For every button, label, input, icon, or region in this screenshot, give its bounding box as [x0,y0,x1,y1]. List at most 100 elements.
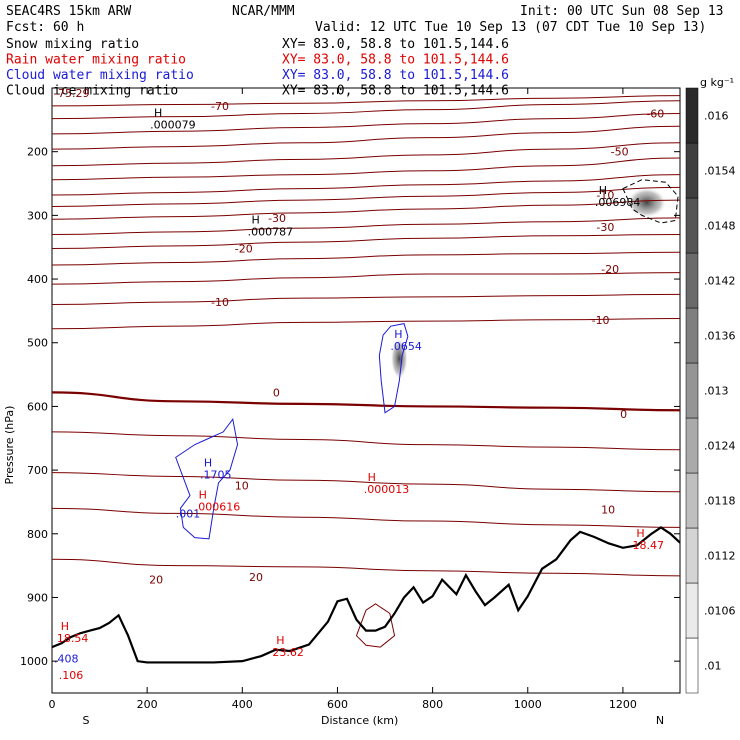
temperature-contour [51,233,681,249]
colorbar-label: .01 [704,660,722,673]
cloud-water-contour [175,417,239,540]
maximum-value: .1705 [200,469,232,482]
maximum-value: .000079 [150,118,196,131]
maximum-marker: H [394,328,402,341]
contour-label: -70 [211,100,229,113]
maximum-marker: H [204,457,212,470]
y-tick-label: 700 [27,464,48,477]
temperature-contour [51,174,681,196]
contour-label: 10 [235,479,249,492]
colorbar-swatch [685,472,699,529]
temperature-contour [51,199,681,220]
colorbar-swatch [685,417,699,474]
temperature-contour [51,272,681,285]
temperature-contour [51,558,681,577]
y-axis-label: Pressure (hPa) [3,406,16,485]
colorbar-label: .0118 [704,495,736,508]
maximum-value: 18.54 [57,632,89,645]
temperature-contour [51,472,681,493]
y-tick-label: 300 [27,209,48,222]
contour-label: -20 [601,263,619,276]
legend-xy: XY= 83.0, 58.8 to 101.5,144.6 [282,53,509,68]
colorbar-label: .0136 [704,330,736,343]
org-title: NCAR/MMM [232,4,295,19]
colorbar-swatch [685,527,699,584]
colorbar-swatch [685,637,699,694]
y-tick-label: 1000 [20,655,48,668]
temperature-contour [51,251,681,266]
colorbar-swatch [685,252,699,309]
y-tick-label: 200 [27,146,48,159]
temperature-contour [51,217,681,235]
maximum-marker: H [636,527,644,540]
rain-water-contour [355,603,396,648]
temperature-contour [51,125,681,150]
maxima-labels: H.000079H.000787H.006984H.0654H.1705H.00… [57,106,664,658]
colorbar-label: .013 [704,385,729,398]
temperature-contour [51,431,681,451]
x-tick-label: 0 [49,698,56,711]
maximum-value: .000013 [364,483,410,496]
x-tick-label: 800 [422,698,443,711]
contour-label: 0 [620,408,627,421]
contour-label: -30 [596,221,614,234]
contour-label: 10 [601,504,615,517]
temperature-contour [51,112,681,135]
legend-xy: XY= 83.0, 58.8 to 101.5,144.6 [282,37,509,52]
colorbar-label: .0148 [704,220,736,233]
legend-label: Rain water mixing ratio [6,53,186,68]
x-end-label-right: N [656,714,664,727]
contour-labels: -75.29 -70 -60 -50 -30 -30 -20 -20 -10 -10 0 0 10 10 2… [54,87,664,682]
contour-label: 20 [249,571,263,584]
mixing-ratio-contours [175,179,679,648]
colorbar-label: .0112 [704,550,736,563]
field-legend: Snow mixing ratio XY= 83.0, 58.8 to 101.5… [6,37,509,99]
legend-label: Cloud water mixing ratio [6,68,194,83]
colorbar-swatch [685,142,699,199]
contour-label: 0 [273,386,280,399]
maximum-value: .000616 [195,501,241,514]
temperature-contour [51,293,681,306]
contour-label: -30 [268,212,286,225]
x-tick-label: 200 [137,698,158,711]
maximum-marker: H [251,213,259,226]
temperature-contour [51,318,681,330]
maximum-marker: H [154,106,162,119]
legend-xy: XY= 83.0, 58.8 to 101.5,144.6 [282,68,509,83]
temperature-contour [51,142,681,167]
maximum-value: 23.62 [272,646,304,659]
shaded-region [626,187,667,218]
maximum-marker: H [599,184,607,197]
y-tick-label: 600 [27,400,48,413]
colorbar-swatch [685,362,699,419]
legend-label: Snow mixing ratio [6,37,139,52]
contour-label: -75.29 [54,87,89,100]
terrain-profile [51,526,681,664]
contour-label: .001 [176,507,201,520]
contour-label: -10 [592,314,610,327]
maximum-marker: H [276,634,284,647]
colorbar-label: .0106 [704,605,736,618]
colorbar-label: .0142 [704,275,736,288]
init-time: Init: 00 UTC Sun 08 Sep 13 [520,4,724,19]
maximum-value: .006984 [595,196,641,209]
colorbar-swatch [685,582,699,639]
terrain-line [51,526,681,664]
y-tick-label: 500 [27,337,48,350]
contour-label: -60 [646,107,664,120]
colorbar-swatch [685,197,699,254]
shaded-fields [390,187,667,380]
plot-frame [51,87,681,694]
colorbar-label: .0124 [704,440,736,453]
legend-xy: XY= 83.0, 58.8 to 101.5,144.6 [282,84,509,99]
maximum-value: .000787 [248,225,294,238]
contour-label: .106 [59,669,84,682]
temperature-contours [51,95,681,577]
y-tick-label: 400 [27,273,48,286]
x-end-label-left: S [83,714,90,727]
y-tick-label: 800 [27,528,48,541]
colorbar-swatch [685,307,699,364]
forecast-hour: Fcst: 60 h [6,20,84,35]
y-tick-label: 900 [27,591,48,604]
